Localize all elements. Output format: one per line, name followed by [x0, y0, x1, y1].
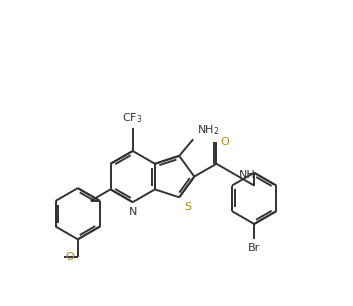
Text: NH: NH — [239, 170, 256, 180]
Text: CF$_3$: CF$_3$ — [122, 111, 143, 125]
Text: Br: Br — [248, 243, 260, 253]
Text: NH$_2$: NH$_2$ — [197, 123, 219, 136]
Text: S: S — [184, 202, 191, 212]
Text: O: O — [66, 252, 74, 262]
Text: O: O — [221, 137, 229, 147]
Text: N: N — [128, 207, 137, 217]
